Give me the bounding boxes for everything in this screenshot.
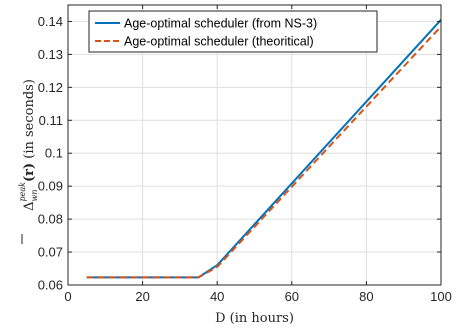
y-axis-label: Δwnpeak(r) (in seconds) <box>18 79 39 244</box>
y-tick-label: 0.11 <box>39 113 63 128</box>
y-tick-label: 0.07 <box>38 245 63 260</box>
legend: Age-optimal scheduler (from NS-3) Age-op… <box>88 10 378 53</box>
legend-label-theoretical: Age-optimal scheduler (theoritical) <box>124 35 314 49</box>
y-axis-unit: (in seconds) <box>22 79 37 159</box>
y-tick-label: 0.08 <box>38 212 63 227</box>
series-lines <box>86 19 442 279</box>
x-tick-label: 20 <box>135 289 149 304</box>
y-tick-label: 0.09 <box>38 179 63 194</box>
svg-text:Δwnpeak(r) (in seconds): Δwnpeak(r) (in seconds) <box>18 79 39 211</box>
series-line-1 <box>86 25 442 279</box>
x-tick-label: 60 <box>285 289 299 304</box>
plot-area-border <box>67 4 442 286</box>
x-axis-label: D (in hours) <box>215 311 294 326</box>
y-axis-symbol: Δ <box>22 202 37 211</box>
legend-box <box>88 10 378 53</box>
y-tick-label: 0.06 <box>38 278 63 293</box>
y-tick-label: 0.13 <box>38 47 63 62</box>
y-axis-argument: (r) <box>22 163 37 182</box>
series-line-0 <box>86 19 442 279</box>
x-tick-label: 80 <box>359 289 373 304</box>
legend-label-ns3: Age-optimal scheduler (from NS-3) <box>124 17 317 31</box>
x-tick-label: 100 <box>430 289 452 304</box>
x-tick-label: 0 <box>64 289 71 304</box>
y-axis-subscript: wn <box>30 190 39 202</box>
axis-ticks: 0 20 40 60 80 100 0.06 0.07 0.08 0.09 0.1 0.11 0.12 0… <box>38 5 452 304</box>
y-tick-label: 0.12 <box>38 80 63 95</box>
y-axis-superscript: peak <box>18 182 27 202</box>
y-tick-label: 0.1 <box>45 146 63 161</box>
x-tick-label: 40 <box>210 289 224 304</box>
y-tick-label: 0.14 <box>38 14 63 29</box>
